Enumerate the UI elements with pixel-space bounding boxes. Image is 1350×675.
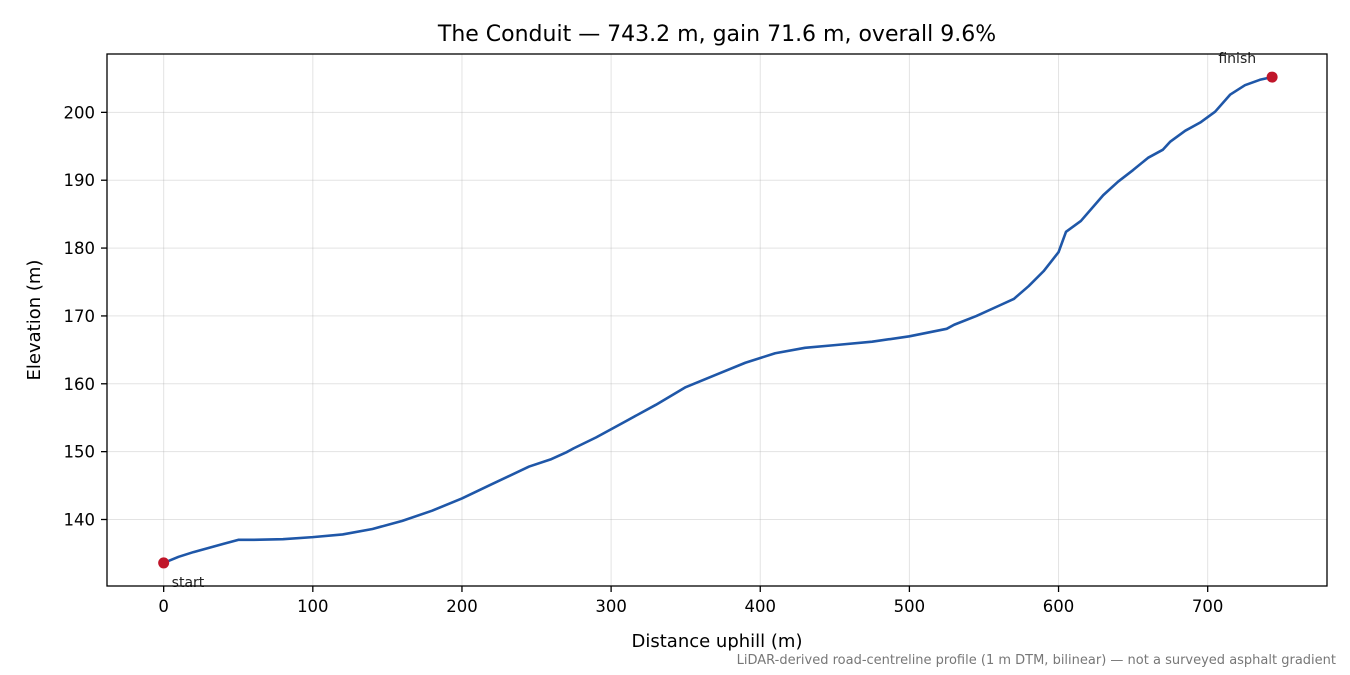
y-tick-label: 160: [64, 375, 96, 394]
series-layer: [162, 75, 1274, 565]
y-tick-label: 150: [64, 443, 96, 462]
chart-title: The Conduit — 743.2 m, gain 71.6 m, over…: [437, 22, 996, 47]
x-tick-label: 600: [1043, 597, 1075, 616]
x-tick-label: 100: [297, 597, 329, 616]
x-tick-label: 500: [894, 597, 926, 616]
plot-frame: [106, 53, 1328, 587]
y-tick-label: 190: [64, 171, 96, 190]
finish-marker: [1266, 71, 1278, 83]
y-tick-label: 170: [64, 307, 96, 326]
x-tick-label: 400: [745, 597, 777, 616]
start-label: start: [172, 575, 205, 591]
y-axis-label: Elevation (m): [24, 260, 45, 381]
x-tick-label: 0: [158, 597, 169, 616]
finish-label: finish: [1218, 51, 1256, 67]
y-tick-label: 140: [64, 511, 96, 530]
x-axis: 0 100 200 300 400 500 600 700: [158, 586, 1223, 616]
y-tick-label: 200: [64, 103, 96, 122]
x-axis-label: Distance uphill (m): [632, 631, 803, 652]
y-axis: 140 150 160 170 180 190 200: [64, 103, 107, 530]
footnote: LiDAR-derived road-centreline profile (1…: [737, 653, 1336, 668]
x-tick-label: 700: [1192, 597, 1224, 616]
x-tick-label: 300: [595, 597, 627, 616]
grid-layer: [107, 54, 1327, 586]
x-tick-label: 200: [446, 597, 478, 616]
start-marker: [158, 557, 170, 569]
elevation-line: [162, 75, 1274, 565]
marker-layer: start finish: [158, 51, 1278, 591]
y-tick-label: 180: [64, 239, 96, 258]
